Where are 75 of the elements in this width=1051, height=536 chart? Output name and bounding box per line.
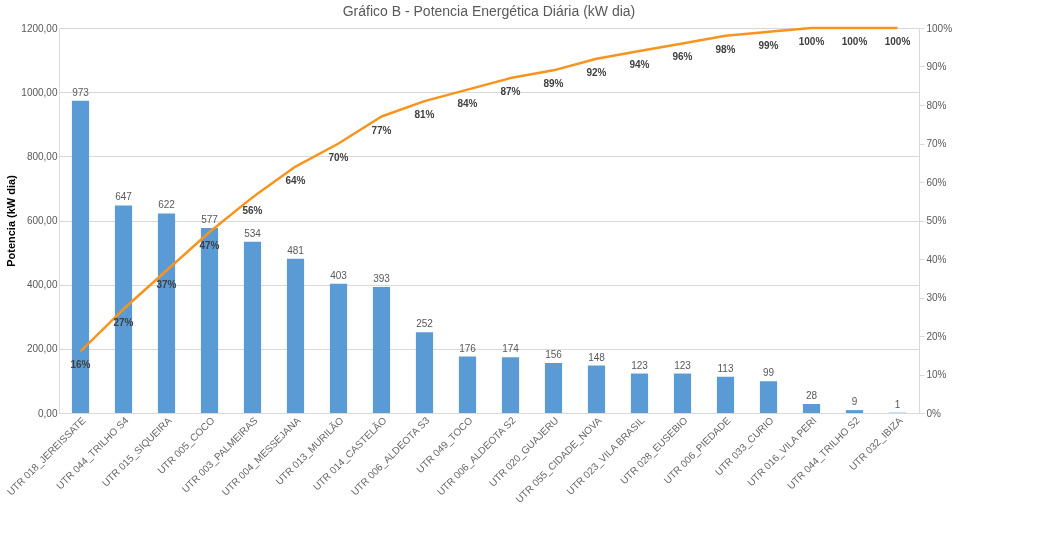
data-label: 96% xyxy=(672,51,693,63)
data-label: 577 xyxy=(201,213,219,225)
bar xyxy=(329,283,348,413)
data-label: 534 xyxy=(244,227,262,239)
bar xyxy=(200,227,219,413)
bar xyxy=(716,376,735,413)
data-label: 174 xyxy=(502,343,520,355)
data-label: 84% xyxy=(457,97,478,109)
data-label: 92% xyxy=(586,66,607,78)
bar xyxy=(673,373,692,413)
data-label: 148 xyxy=(588,351,606,363)
bar xyxy=(157,213,176,413)
bar xyxy=(286,258,305,413)
bar xyxy=(544,362,563,413)
chart-title: Gráfico B - Potencia Energética Diária (kW dia) xyxy=(342,3,636,19)
data-label: 77% xyxy=(371,124,392,136)
data-label: 99% xyxy=(758,39,779,51)
y2-tick-label: 90% xyxy=(926,61,947,72)
data-label: 123 xyxy=(674,359,692,371)
y2-tick-label: 60% xyxy=(926,176,947,188)
bar xyxy=(802,404,821,413)
bar xyxy=(243,241,262,413)
data-label: 481 xyxy=(287,244,305,256)
data-label: 89% xyxy=(543,78,564,90)
data-label: 94% xyxy=(629,59,650,71)
data-label: 9 xyxy=(851,396,858,408)
data-label: 156 xyxy=(545,348,563,360)
data-label: 99 xyxy=(762,367,775,379)
data-label: 100% xyxy=(798,36,825,47)
data-label: 100% xyxy=(841,36,868,47)
data-label: 647 xyxy=(115,191,133,203)
y2-tick-label: 40% xyxy=(926,253,947,265)
data-label: 64% xyxy=(285,174,306,186)
data-label: 56% xyxy=(242,205,263,217)
data-label: 123 xyxy=(631,359,649,371)
y2-tick-label: 80% xyxy=(926,99,947,111)
data-label: 113 xyxy=(717,362,734,374)
data-label: 176 xyxy=(459,342,477,354)
bar xyxy=(458,356,477,413)
bar xyxy=(501,357,520,413)
y-tick-label: 800,00 xyxy=(26,150,58,162)
y2-tick-label: 0% xyxy=(926,407,942,419)
data-label: 403 xyxy=(330,269,348,281)
y-tick-label: 600,00 xyxy=(26,215,58,226)
bar xyxy=(372,286,391,413)
y2-tick-label: 100% xyxy=(926,22,953,34)
data-label: 1 xyxy=(894,398,901,410)
y-tick-label: 1000,00 xyxy=(21,86,58,98)
bar xyxy=(114,205,133,413)
y2-tick-label: 30% xyxy=(926,292,947,303)
data-label: 100% xyxy=(884,36,911,47)
bar xyxy=(71,100,90,413)
y-tick-label: 1200,00 xyxy=(21,22,58,34)
bar xyxy=(630,373,649,413)
y2-tick-label: 70% xyxy=(926,138,947,149)
data-label: 28 xyxy=(805,390,818,402)
data-label: 973 xyxy=(72,86,90,98)
y-tick-label: 0,00 xyxy=(38,407,58,419)
bar xyxy=(415,332,434,413)
y2-tick-label: 20% xyxy=(926,330,947,342)
data-label: 70% xyxy=(328,151,349,163)
y-tick-label: 200,00 xyxy=(26,343,58,355)
y-axis-title: Potencia (kW dia) xyxy=(5,174,18,267)
data-label: 98% xyxy=(715,43,736,55)
data-label: 81% xyxy=(414,109,435,121)
y2-tick-label: 50% xyxy=(926,215,947,226)
data-label: 622 xyxy=(158,199,176,211)
data-label: 87% xyxy=(500,86,521,98)
bar xyxy=(759,381,778,413)
bar xyxy=(845,410,864,413)
y2-tick-label: 10% xyxy=(926,369,947,380)
y-tick-label: 400,00 xyxy=(26,279,58,291)
data-label: 252 xyxy=(416,318,434,330)
data-label: 393 xyxy=(373,272,391,284)
bar xyxy=(587,365,606,413)
